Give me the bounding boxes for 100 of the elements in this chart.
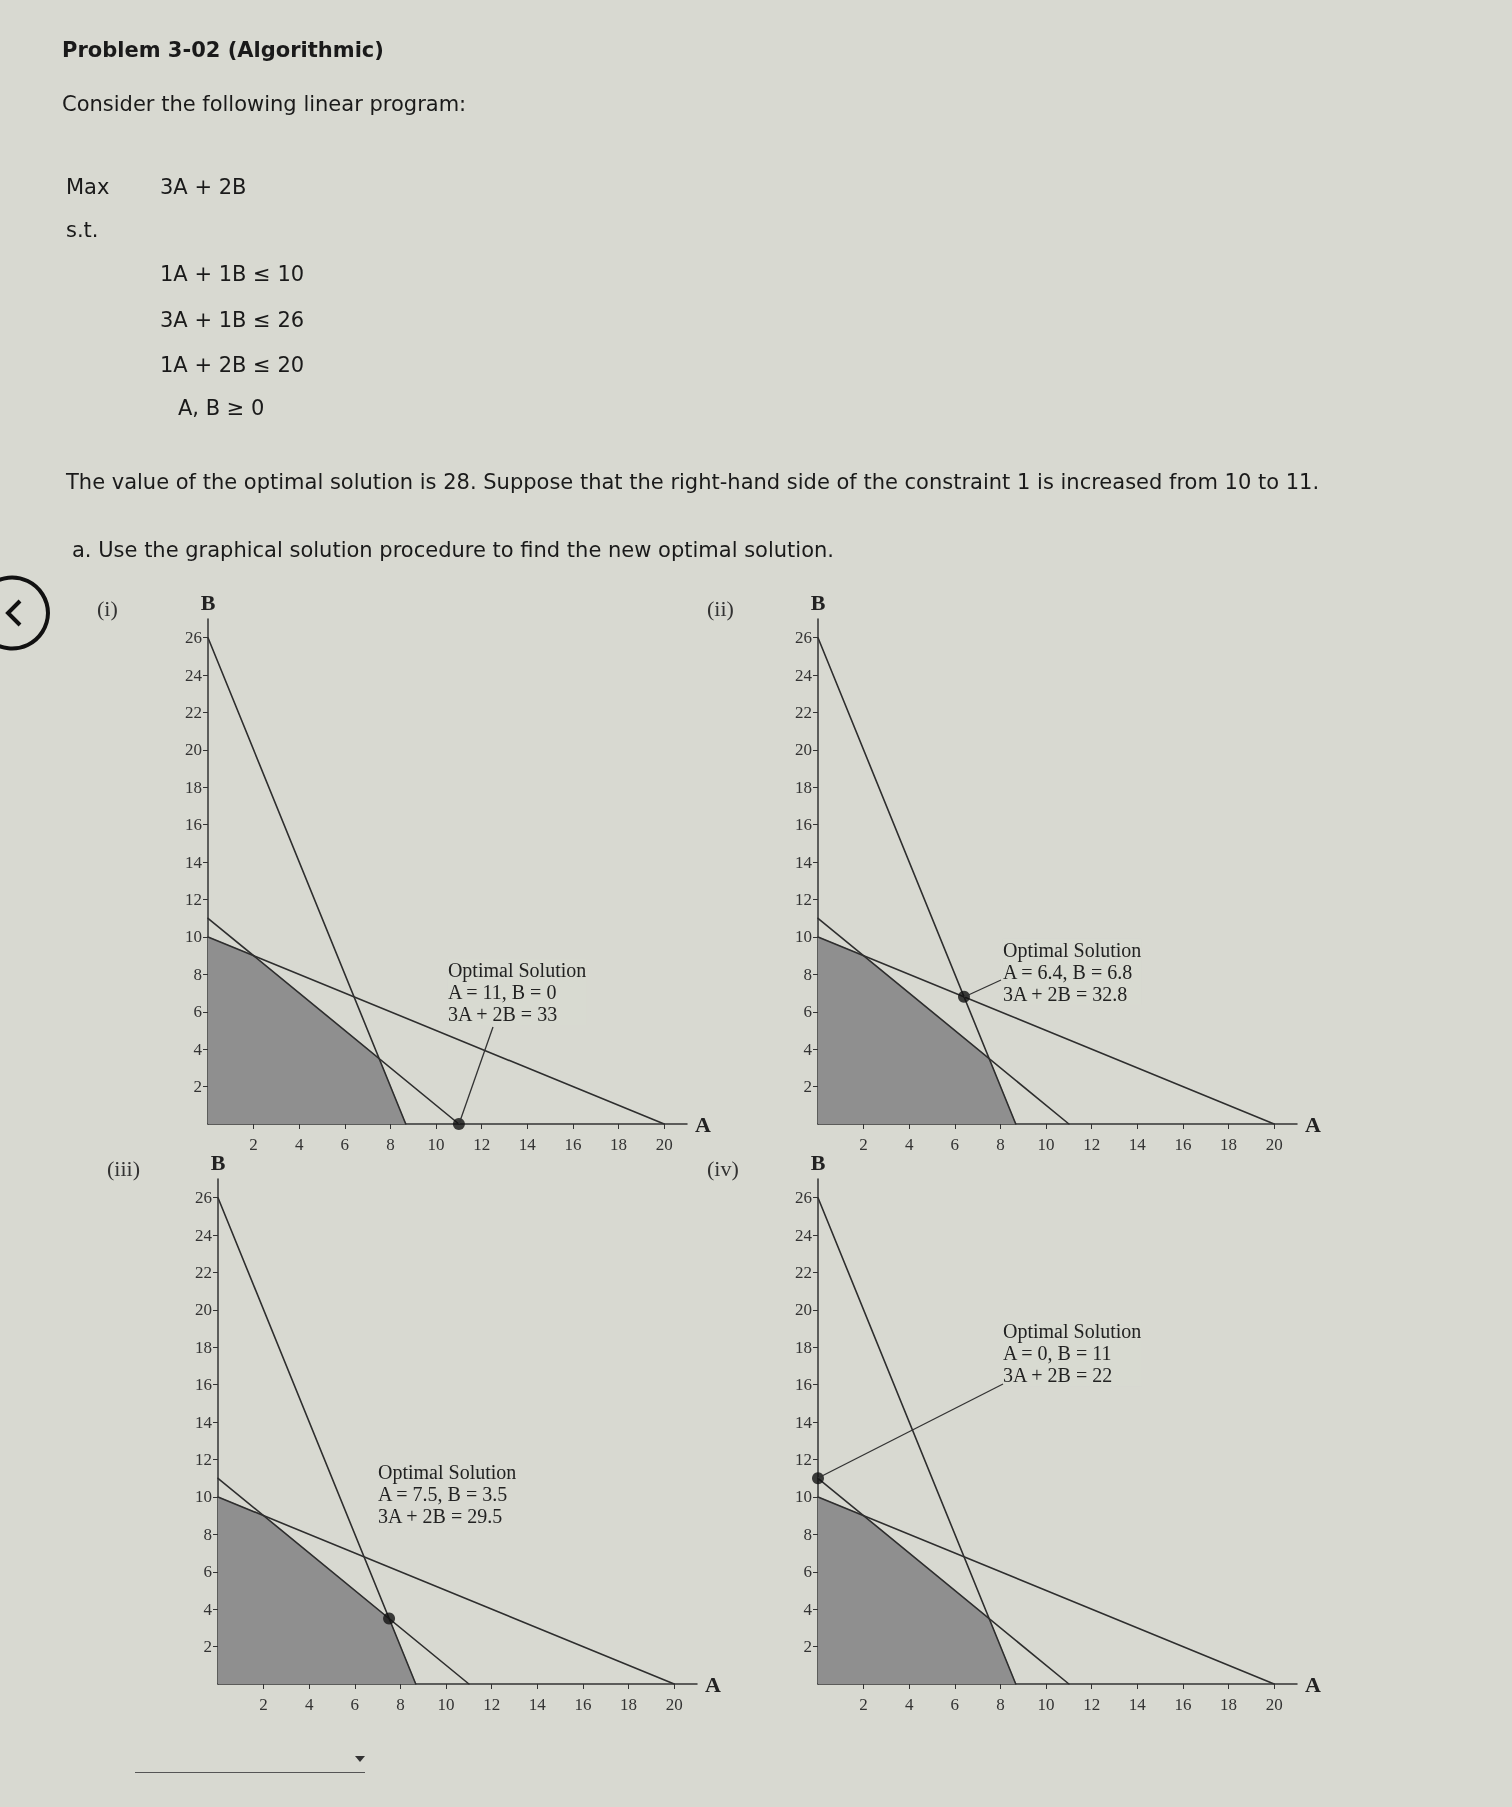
- x-tick-label: 18: [610, 1135, 628, 1154]
- x-axis-title: A: [695, 1111, 711, 1137]
- text: 3A + 2B: [160, 175, 247, 199]
- x-axis-title: A: [1305, 1111, 1321, 1137]
- y-tick-label: 10: [195, 1487, 212, 1507]
- y-tick-label: 2: [193, 1077, 202, 1097]
- y-tick-label: 20: [795, 1300, 812, 1320]
- y-tick-label: 12: [795, 1450, 812, 1470]
- x-tick-label: 8: [996, 1695, 1005, 1714]
- annotation: Optimal Solution A = 7.5, B = 3.5 3A + 2B = 29.5: [378, 1461, 517, 1527]
- x-tick-label: 8: [996, 1135, 1005, 1154]
- x-tick-label: 10: [1037, 1135, 1055, 1154]
- text: The value of the optimal solution is 28. Suppose that the right-hand side of the constraint 1 is increased from 10 to 11.: [66, 470, 1320, 494]
- y-tick-label: 4: [203, 1599, 213, 1619]
- x-tick-label: 4: [304, 1695, 314, 1714]
- y-tick-label: 20: [185, 740, 202, 760]
- x-tick-label: 4: [904, 1135, 914, 1154]
- x-tick-label: 20: [1265, 1695, 1283, 1714]
- y-tick-label: 20: [795, 740, 812, 760]
- x-tick-label: 14: [1128, 1135, 1147, 1154]
- y-tick-label: 14: [795, 852, 813, 872]
- x-tick-label: 2: [259, 1695, 268, 1714]
- y-tick-label: 20: [195, 1300, 212, 1320]
- y-tick-label: 18: [185, 777, 202, 797]
- x-tick-label: 20: [665, 1695, 683, 1714]
- y-tick-label: 10: [795, 1487, 812, 1507]
- y-tick-label: 4: [803, 1039, 813, 1059]
- y-tick-label: 24: [795, 1225, 813, 1245]
- y-tick-label: 16: [795, 815, 812, 835]
- text: 3A + 1B ≤ 26: [160, 308, 305, 332]
- y-tick-label: 26: [795, 628, 812, 648]
- text: Max: [66, 175, 110, 199]
- y-tick-label: 6: [203, 1562, 212, 1582]
- text: A, B ≥ 0: [178, 396, 265, 420]
- chart-title: (iii): [107, 1155, 140, 1181]
- x-tick-label: 4: [904, 1695, 914, 1714]
- y-tick-label: 4: [193, 1039, 203, 1059]
- y-tick-label: 26: [185, 628, 202, 648]
- x-axis-title: A: [705, 1671, 721, 1697]
- y-axis-title: B: [810, 589, 826, 615]
- y-tick-label: 22: [795, 1263, 812, 1283]
- x-tick-label: 6: [340, 1135, 350, 1154]
- y-tick-label: 22: [795, 703, 812, 723]
- x-tick-label: 16: [564, 1135, 582, 1154]
- y-tick-label: 26: [195, 1188, 212, 1208]
- x-tick-label: 14: [1128, 1695, 1147, 1714]
- text: s.t.: [66, 218, 99, 242]
- x-tick-label: 18: [1220, 1695, 1238, 1714]
- x-tick-label: 6: [350, 1695, 360, 1714]
- x-tick-label: 12: [1083, 1695, 1101, 1714]
- y-tick-label: 14: [195, 1412, 213, 1432]
- x-tick-label: 4: [294, 1135, 304, 1154]
- chart-title: (ii): [707, 595, 734, 621]
- annotation: Optimal Solution A = 11, B = 0 3A + 2B = 33: [447, 959, 587, 1025]
- y-tick-label: 16: [795, 1375, 812, 1395]
- x-tick-label: 10: [1037, 1695, 1055, 1714]
- y-tick-label: 12: [795, 890, 812, 910]
- y-tick-label: 24: [185, 665, 203, 685]
- y-tick-label: 26: [795, 1188, 812, 1208]
- text: Problem 3-02 (Algorithmic): [62, 38, 384, 62]
- y-tick-label: 8: [803, 1524, 812, 1544]
- y-tick-label: 18: [795, 1337, 812, 1357]
- y-tick-label: 8: [193, 964, 202, 984]
- y-axis-title: B: [210, 1149, 226, 1175]
- x-tick-label: 12: [1083, 1135, 1101, 1154]
- annotation: Optimal Solution A = 0, B = 11 3A + 2B = 22: [1003, 1320, 1142, 1387]
- chart-title: (i): [97, 595, 118, 621]
- x-tick-label: 16: [574, 1695, 592, 1714]
- y-tick-label: 6: [803, 1562, 812, 1582]
- y-tick-label: 24: [195, 1225, 213, 1245]
- x-tick-label: 14: [518, 1135, 537, 1154]
- chart-title: (iv): [707, 1155, 739, 1181]
- y-tick-label: 18: [195, 1337, 212, 1357]
- x-tick-label: 6: [950, 1135, 960, 1154]
- x-tick-label: 10: [427, 1135, 445, 1154]
- y-tick-label: 14: [795, 1412, 813, 1432]
- y-tick-label: 2: [803, 1637, 812, 1657]
- y-tick-label: 14: [185, 852, 203, 872]
- y-tick-label: 16: [185, 815, 202, 835]
- y-tick-label: 8: [803, 964, 812, 984]
- x-tick-label: 16: [1174, 1135, 1192, 1154]
- text: a. Use the graphical solution procedure to find the new optimal solution.: [72, 538, 834, 562]
- annotation: Optimal Solution A = 6.4, B = 6.8 3A + 2B = 32.8: [1002, 938, 1142, 1005]
- x-tick-label: 8: [386, 1135, 395, 1154]
- x-tick-label: 14: [528, 1695, 547, 1714]
- text: 1A + 1B ≤ 10: [160, 262, 305, 286]
- y-tick-label: 6: [803, 1002, 812, 1022]
- x-tick-label: 2: [859, 1695, 868, 1714]
- x-tick-label: 16: [1174, 1695, 1192, 1714]
- x-tick-label: 18: [1220, 1135, 1238, 1154]
- y-tick-label: 8: [203, 1524, 212, 1544]
- x-tick-label: 20: [1265, 1135, 1283, 1154]
- x-tick-label: 10: [437, 1695, 455, 1714]
- y-tick-label: 2: [203, 1637, 212, 1657]
- x-tick-label: 20: [655, 1135, 673, 1154]
- x-tick-label: 2: [249, 1135, 258, 1154]
- y-tick-label: 16: [195, 1375, 212, 1395]
- x-tick-label: 2: [859, 1135, 868, 1154]
- x-tick-label: 12: [483, 1695, 501, 1714]
- x-tick-label: 18: [620, 1695, 638, 1714]
